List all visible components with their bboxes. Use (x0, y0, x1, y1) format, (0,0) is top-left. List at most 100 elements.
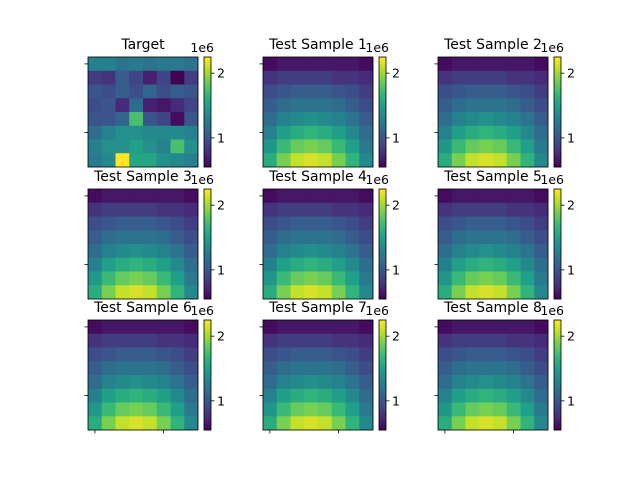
heatmap-cell (331, 70, 346, 85)
colorbar-segment (204, 198, 211, 201)
heatmap-cell (493, 84, 508, 99)
heatmap-cell (493, 98, 508, 113)
colorbar-segment (379, 233, 386, 236)
colorbar-segment (379, 196, 386, 199)
colorbar-segment (204, 71, 211, 74)
heatmap-cell (290, 416, 305, 431)
heatmap-cell (304, 230, 319, 245)
colorbar-segment (379, 376, 386, 380)
heatmap-cell (263, 98, 278, 113)
colorbar-segment (554, 321, 561, 325)
colorbar-segment (379, 201, 386, 205)
colorbar-frame (203, 188, 212, 300)
colorbar-segment (204, 408, 211, 411)
colorbar-segment (554, 227, 561, 230)
heatmap-cell (184, 388, 199, 403)
colorbar-segment (204, 97, 211, 100)
heatmap-cell (156, 84, 171, 99)
colorbar-segment (379, 91, 386, 95)
colorbar-segment (204, 216, 211, 219)
colorbar-segment (379, 400, 386, 403)
heatmap-cell (156, 402, 171, 417)
colorbar-segment (379, 331, 386, 334)
heatmap-cell (101, 125, 116, 140)
panel-title: Target (120, 37, 165, 53)
heatmap-cell (290, 285, 305, 300)
heatmap-cell (479, 189, 494, 204)
colorbar-segment (379, 108, 386, 111)
colorbar-segment (554, 139, 561, 142)
colorbar-segment (379, 253, 386, 256)
colorbar-segment (204, 249, 211, 252)
heatmap-cell (318, 320, 333, 335)
colorbar-segment (554, 264, 561, 267)
colorbar-segment (204, 137, 211, 140)
heatmap-cell (129, 139, 144, 154)
colorbar-segment (379, 371, 386, 374)
heatmap-cell (493, 230, 508, 245)
colorbar-segment (379, 282, 386, 285)
heatmap-cell (479, 230, 494, 245)
heatmap-cell (506, 139, 521, 154)
colorbar-segment (554, 117, 561, 120)
colorbar-segment (204, 380, 211, 383)
heatmap-cell (276, 388, 291, 403)
heatmap-cell (184, 402, 199, 417)
colorbar-segment (554, 233, 561, 236)
colorbar-segment (554, 419, 561, 422)
heatmap-cell (115, 153, 130, 168)
heatmap-cell (479, 98, 494, 113)
colorbar-segment (554, 266, 561, 269)
colorbar-offset-label: 1e6 (365, 40, 389, 55)
heatmap-cell (184, 333, 199, 348)
colorbar-segment (554, 104, 561, 107)
heatmap-cell (359, 388, 374, 403)
panel-title: Test Sample 2 (443, 37, 542, 53)
colorbar-segment (554, 141, 561, 144)
heatmap-cell (276, 112, 291, 127)
heatmap-cell (170, 333, 185, 348)
heatmap-cell (143, 416, 158, 431)
heatmap-cell (156, 57, 171, 72)
colorbar-segment (204, 389, 211, 392)
colorbar-segment (204, 386, 211, 389)
heatmap-cell (115, 202, 130, 217)
panel-title: Test Sample 7 (268, 300, 367, 316)
heatmap-cell (359, 271, 374, 286)
heatmap-cell (88, 98, 103, 113)
colorbar-segment (554, 420, 561, 424)
heatmap-cell (331, 98, 346, 113)
colorbar-segment (554, 112, 561, 115)
colorbar-segment (379, 424, 386, 427)
heatmap-cell (318, 347, 333, 362)
plot-frame (87, 188, 199, 300)
heatmap (88, 320, 199, 431)
heatmap-cell (101, 375, 116, 390)
colorbar-segment (379, 192, 386, 195)
colorbar-segment (379, 325, 386, 328)
heatmap-cell (520, 347, 535, 362)
heatmap-cell (276, 244, 291, 259)
colorbar-segment (554, 121, 561, 124)
heatmap-cell (88, 244, 103, 259)
heatmap-cell (520, 271, 535, 286)
colorbar-segment (554, 106, 561, 109)
colorbar-segment (204, 132, 211, 135)
heatmap-cell (479, 84, 494, 99)
heatmap-cell (438, 153, 453, 168)
colorbar-segment (554, 218, 561, 221)
heatmap-cell (263, 375, 278, 390)
colorbar-offset-label: 1e6 (190, 172, 214, 187)
heatmap-cell (115, 230, 130, 245)
heatmap-cell (156, 285, 171, 300)
colorbar-segment (204, 295, 211, 298)
colorbar-segment (379, 218, 386, 221)
heatmap-cell (304, 347, 319, 362)
heatmap-cell (170, 57, 185, 72)
heatmap-cell (143, 216, 158, 231)
colorbar-segment (204, 240, 211, 243)
colorbar-segment (379, 329, 386, 332)
heatmap-cell (331, 112, 346, 127)
colorbar-segment (379, 209, 386, 212)
